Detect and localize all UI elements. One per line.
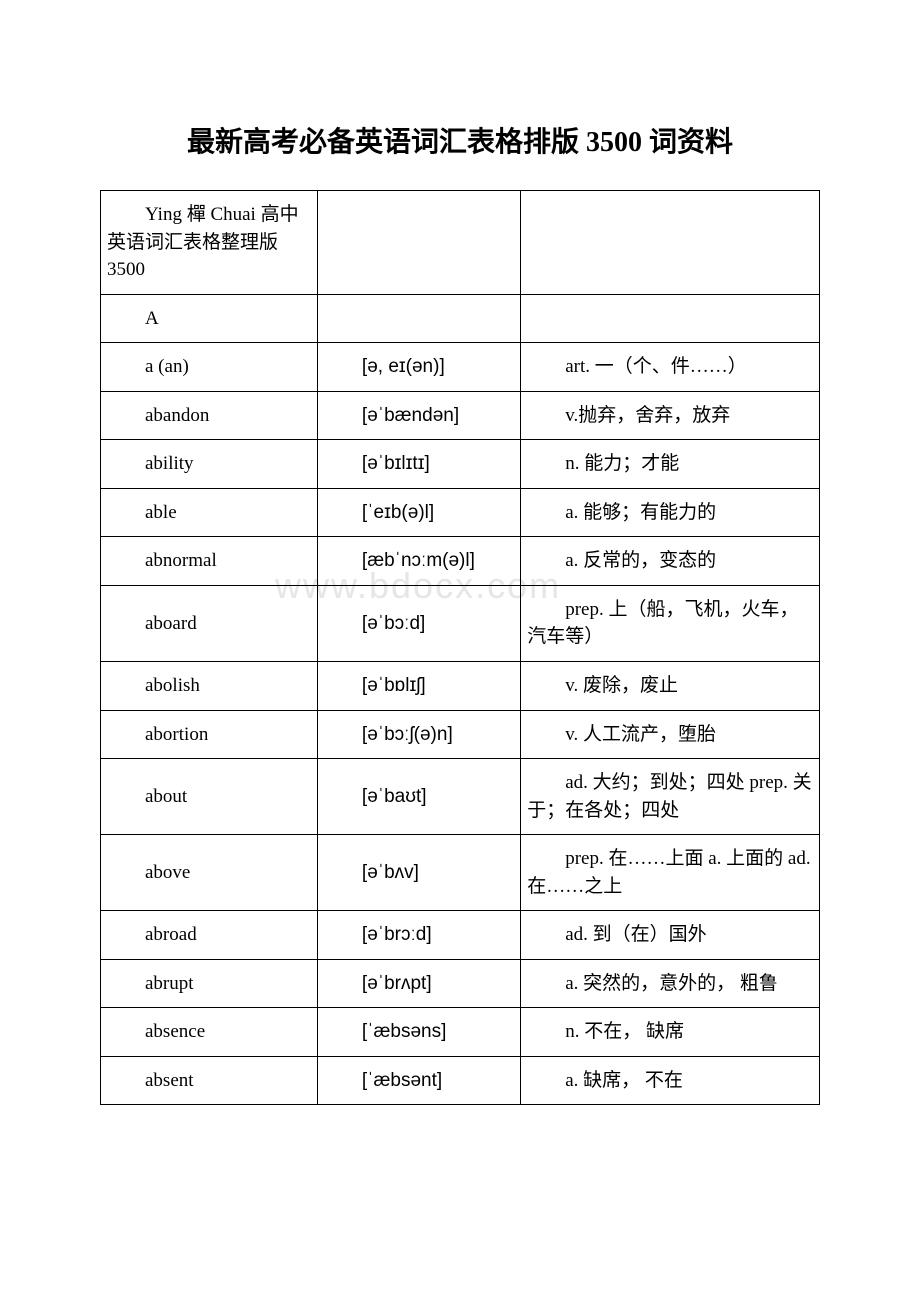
section-cell-3 bbox=[521, 294, 820, 343]
word-cell: a (an) bbox=[101, 343, 318, 392]
table-row: absent [ˈæbsənt] a. 缺席， 不在 bbox=[101, 1056, 820, 1105]
ipa-cell: [əˈbɒlɪʃ] bbox=[317, 662, 520, 711]
table-row: ability [əˈbɪlɪtɪ] n. 能力；才能 bbox=[101, 440, 820, 489]
ipa-cell: [əˈbrʌpt] bbox=[317, 959, 520, 1008]
word-cell: abolish bbox=[101, 662, 318, 711]
def-cell: ad. 大约；到处；四处 prep. 关于；在各处；四处 bbox=[521, 759, 820, 835]
ipa-cell: [ə, eɪ(ən)] bbox=[317, 343, 520, 392]
table-row: abnormal [æbˈnɔːm(ə)l] a. 反常的，变态的 bbox=[101, 537, 820, 586]
vocabulary-table: Ying 樿 Chuai 高中英语词汇表格整理版3500 A a (an) [ə… bbox=[100, 190, 820, 1105]
word-cell: above bbox=[101, 835, 318, 911]
word-cell: abrupt bbox=[101, 959, 318, 1008]
ipa-cell: [ˈæbsəns] bbox=[317, 1008, 520, 1057]
ipa-cell: [əˈbaʊt] bbox=[317, 759, 520, 835]
ipa-cell: [ˈæbsənt] bbox=[317, 1056, 520, 1105]
def-cell: a. 突然的，意外的， 粗鲁 bbox=[521, 959, 820, 1008]
table-row: abolish [əˈbɒlɪʃ] v. 废除，废止 bbox=[101, 662, 820, 711]
document-page: 最新高考必备英语词汇表格排版 3500 词资料 www.bdocx.com Yi… bbox=[0, 0, 920, 1165]
section-row: A bbox=[101, 294, 820, 343]
ipa-cell: [əˈbɔːd] bbox=[317, 585, 520, 661]
table-row: abortion [əˈbɔːʃ(ə)n] v. 人工流产，堕胎 bbox=[101, 710, 820, 759]
section-cell-2 bbox=[317, 294, 520, 343]
word-cell: able bbox=[101, 488, 318, 537]
table-row: able [ˈeɪb(ə)l] a. 能够；有能力的 bbox=[101, 488, 820, 537]
word-cell: abandon bbox=[101, 391, 318, 440]
ipa-cell: [əˈbrɔːd] bbox=[317, 911, 520, 960]
table-row: a (an) [ə, eɪ(ən)] art. 一（个、件……） bbox=[101, 343, 820, 392]
def-cell: v. 人工流产，堕胎 bbox=[521, 710, 820, 759]
ipa-cell: [əˈbɔːʃ(ə)n] bbox=[317, 710, 520, 759]
table-row: abroad [əˈbrɔːd] ad. 到（在）国外 bbox=[101, 911, 820, 960]
page-title: 最新高考必备英语词汇表格排版 3500 词资料 bbox=[100, 120, 820, 160]
word-cell: ability bbox=[101, 440, 318, 489]
def-cell: a. 缺席， 不在 bbox=[521, 1056, 820, 1105]
ipa-cell: [əˈbʌv] bbox=[317, 835, 520, 911]
table-row: abrupt [əˈbrʌpt] a. 突然的，意外的， 粗鲁 bbox=[101, 959, 820, 1008]
word-cell: absence bbox=[101, 1008, 318, 1057]
def-cell: a. 能够；有能力的 bbox=[521, 488, 820, 537]
ipa-cell: [əˈbændən] bbox=[317, 391, 520, 440]
table-row: abandon [əˈbændən] v.抛弃，舍弃，放弃 bbox=[101, 391, 820, 440]
word-cell: abortion bbox=[101, 710, 318, 759]
ipa-cell: [əˈbɪlɪtɪ] bbox=[317, 440, 520, 489]
word-cell: about bbox=[101, 759, 318, 835]
def-cell: v.抛弃，舍弃，放弃 bbox=[521, 391, 820, 440]
def-cell: art. 一（个、件……） bbox=[521, 343, 820, 392]
table-header-row: Ying 樿 Chuai 高中英语词汇表格整理版3500 bbox=[101, 191, 820, 295]
def-cell: n. 能力；才能 bbox=[521, 440, 820, 489]
def-cell: prep. 上（船，飞机，火车，汽车等） bbox=[521, 585, 820, 661]
table-row: aboard [əˈbɔːd] prep. 上（船，飞机，火车，汽车等） bbox=[101, 585, 820, 661]
table-wrapper: www.bdocx.com Ying 樿 Chuai 高中英语词汇表格整理版35… bbox=[100, 190, 820, 1105]
word-cell: abnormal bbox=[101, 537, 318, 586]
header-cell-1: Ying 樿 Chuai 高中英语词汇表格整理版3500 bbox=[101, 191, 318, 295]
table-body: Ying 樿 Chuai 高中英语词汇表格整理版3500 A a (an) [ə… bbox=[101, 191, 820, 1105]
word-cell: absent bbox=[101, 1056, 318, 1105]
ipa-cell: [æbˈnɔːm(ə)l] bbox=[317, 537, 520, 586]
def-cell: ad. 到（在）国外 bbox=[521, 911, 820, 960]
section-cell-1: A bbox=[101, 294, 318, 343]
header-cell-3 bbox=[521, 191, 820, 295]
header-cell-2 bbox=[317, 191, 520, 295]
table-row: about [əˈbaʊt] ad. 大约；到处；四处 prep. 关于；在各处… bbox=[101, 759, 820, 835]
def-cell: v. 废除，废止 bbox=[521, 662, 820, 711]
table-row: above [əˈbʌv] prep. 在……上面 a. 上面的 ad. 在……… bbox=[101, 835, 820, 911]
def-cell: prep. 在……上面 a. 上面的 ad. 在……之上 bbox=[521, 835, 820, 911]
def-cell: n. 不在， 缺席 bbox=[521, 1008, 820, 1057]
word-cell: aboard bbox=[101, 585, 318, 661]
table-row: absence [ˈæbsəns] n. 不在， 缺席 bbox=[101, 1008, 820, 1057]
word-cell: abroad bbox=[101, 911, 318, 960]
ipa-cell: [ˈeɪb(ə)l] bbox=[317, 488, 520, 537]
def-cell: a. 反常的，变态的 bbox=[521, 537, 820, 586]
